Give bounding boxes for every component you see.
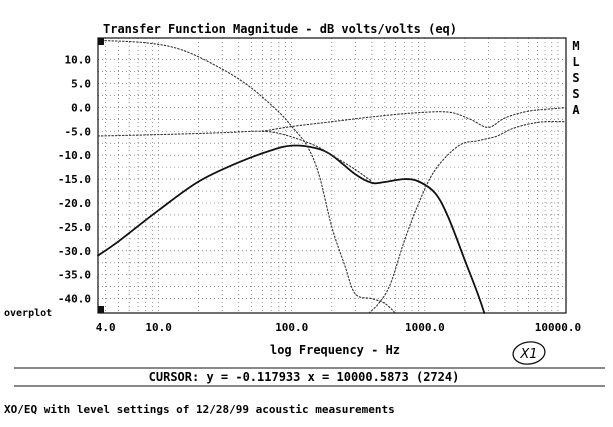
y-tick-label: -15.0 bbox=[58, 173, 91, 186]
series-line-2 bbox=[97, 39, 396, 314]
handwritten-mark: X1 bbox=[519, 347, 537, 362]
side-letter: A bbox=[572, 103, 580, 117]
x-tick-label: 100.0 bbox=[275, 321, 308, 334]
caption: XO/EQ with level settings of 12/28/99 ac… bbox=[4, 403, 395, 416]
side-letter: S bbox=[572, 71, 579, 85]
series-layer bbox=[97, 39, 567, 314]
y-tick-label: 0.0 bbox=[71, 101, 91, 114]
chart-title: Transfer Function Magnitude - dB volts/v… bbox=[103, 22, 457, 36]
side-letter: L bbox=[572, 55, 579, 69]
overplot-label: overplot bbox=[4, 308, 52, 319]
handwritten-circle bbox=[512, 341, 546, 365]
x-axis-label: log Frequency - Hz bbox=[270, 343, 400, 357]
y-tick-label: -5.0 bbox=[65, 125, 92, 138]
y-tick-label: -25.0 bbox=[58, 221, 91, 234]
series-line-1 bbox=[97, 144, 486, 314]
y-axis-tick-labels: 10.0 5.0 0.0 -5.0 -10.0 -15.0 -20.0 -25.0 -30.0 -… bbox=[58, 54, 91, 306]
x-tick-label: 4.0 bbox=[96, 321, 116, 334]
series-line-3 bbox=[97, 130, 373, 183]
y-tick-label: -40.0 bbox=[58, 293, 91, 306]
y-tick-label: -30.0 bbox=[58, 245, 91, 258]
y-tick-label: -20.0 bbox=[58, 197, 91, 210]
y-tick-label: -35.0 bbox=[58, 269, 91, 282]
series-line-4 bbox=[368, 120, 567, 314]
y-tick-label: -10.0 bbox=[58, 149, 91, 162]
x-axis-tick-labels: 4.0 10.0 100.0 1000.0 10000.0 bbox=[96, 321, 581, 334]
grid-layer bbox=[98, 38, 566, 313]
top-left-marker bbox=[98, 38, 104, 45]
bottom-left-marker bbox=[98, 306, 104, 313]
y-tick-label: 10.0 bbox=[65, 54, 92, 67]
series-line-5 bbox=[261, 107, 567, 132]
plot-area-border bbox=[97, 37, 567, 314]
side-letter: S bbox=[572, 87, 579, 101]
x-tick-label: 1000.0 bbox=[405, 321, 445, 334]
side-letter: M bbox=[572, 39, 579, 53]
x-tick-label: 10000.0 bbox=[535, 321, 581, 334]
x-tick-label: 10.0 bbox=[145, 321, 172, 334]
cursor-readout: CURSOR: y = -0.117933 x = 10000.5873 (27… bbox=[149, 370, 460, 384]
y-tick-label: 5.0 bbox=[71, 77, 91, 90]
